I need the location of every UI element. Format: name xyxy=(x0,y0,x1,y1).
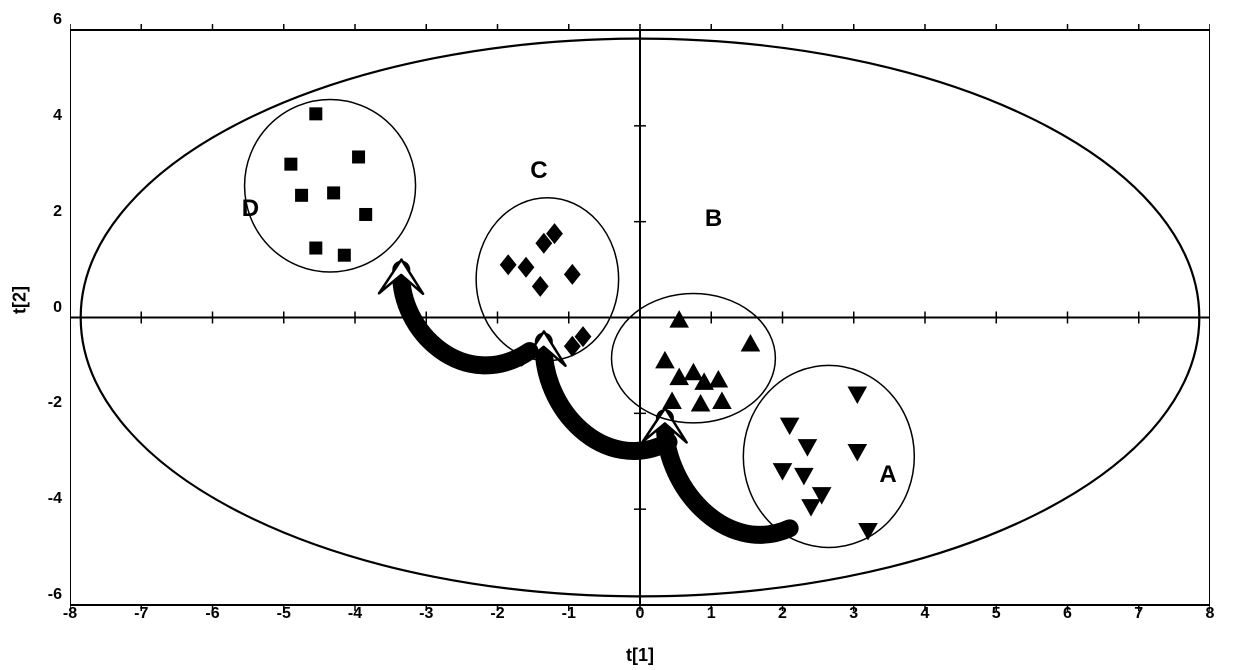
data-point xyxy=(532,276,549,297)
data-point xyxy=(669,310,689,328)
data-point xyxy=(780,418,800,436)
x-tick-label: -8 xyxy=(63,605,77,623)
cluster-label: B xyxy=(705,205,722,233)
x-tick-label: 7 xyxy=(1134,605,1143,623)
data-point xyxy=(655,351,675,369)
data-point xyxy=(848,444,868,462)
data-point xyxy=(684,363,704,381)
x-tick-label: 2 xyxy=(778,605,787,623)
x-tick-label: 8 xyxy=(1206,605,1215,623)
y-tick-label: -6 xyxy=(32,586,62,604)
x-tick-label: -1 xyxy=(562,605,576,623)
data-point xyxy=(309,242,322,255)
data-point xyxy=(801,499,821,516)
cluster-ellipse xyxy=(743,365,914,547)
data-point xyxy=(284,158,297,171)
y-tick-label: 2 xyxy=(32,203,62,221)
data-point xyxy=(712,392,732,410)
x-axis-label: t[1] xyxy=(626,645,654,666)
data-point xyxy=(352,150,365,163)
data-point xyxy=(518,257,535,278)
data-point xyxy=(691,394,711,412)
y-tick-label: 4 xyxy=(32,107,62,125)
x-tick-label: -7 xyxy=(134,605,148,623)
data-point xyxy=(798,439,818,457)
data-point xyxy=(327,186,340,199)
data-point xyxy=(709,370,729,388)
y-tick-label: -4 xyxy=(32,490,62,508)
x-tick-label: 6 xyxy=(1063,605,1072,623)
data-point xyxy=(564,264,581,285)
x-tick-label: 1 xyxy=(707,605,716,623)
data-point xyxy=(858,523,878,541)
x-tick-label: 4 xyxy=(921,605,930,623)
x-tick-label: 3 xyxy=(849,605,858,623)
cluster-label: C xyxy=(530,157,547,185)
data-point xyxy=(359,208,372,221)
data-point xyxy=(500,254,517,275)
x-tick-label: 0 xyxy=(636,605,645,623)
y-tick-label: 6 xyxy=(32,11,62,29)
data-point xyxy=(794,468,814,486)
cluster-ellipse xyxy=(245,99,416,272)
cluster-label: D xyxy=(242,195,259,223)
cluster-ellipse xyxy=(612,294,776,423)
data-point xyxy=(773,463,793,481)
x-tick-label: -2 xyxy=(490,605,504,623)
chart-container xyxy=(70,20,1210,615)
scatter-plot xyxy=(70,20,1210,615)
y-tick-label: -2 xyxy=(32,394,62,412)
y-axis-label: t[2] xyxy=(10,286,31,314)
data-point xyxy=(741,334,761,352)
y-tick-label: 0 xyxy=(32,299,62,317)
data-point xyxy=(309,107,322,120)
x-tick-label: -4 xyxy=(348,605,362,623)
x-tick-label: -3 xyxy=(419,605,433,623)
data-point xyxy=(338,249,351,262)
cluster-label: A xyxy=(879,461,896,489)
data-point xyxy=(295,189,308,202)
x-tick-label: -5 xyxy=(277,605,291,623)
x-tick-label: -6 xyxy=(205,605,219,623)
data-point xyxy=(848,386,868,404)
data-point xyxy=(662,392,682,410)
x-tick-label: 5 xyxy=(992,605,1001,623)
